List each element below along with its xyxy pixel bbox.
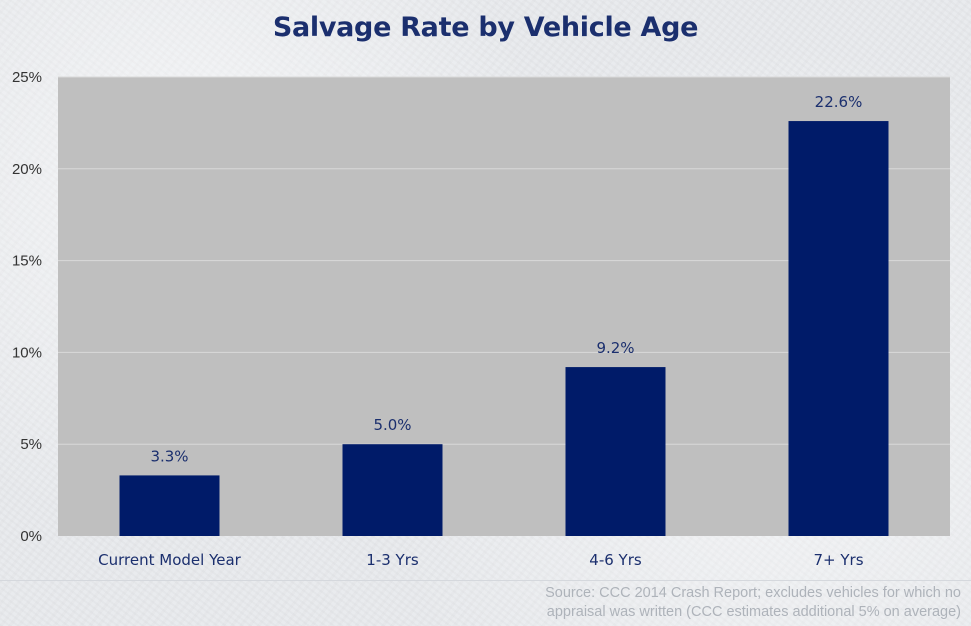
data-label: 5.0% (373, 416, 411, 434)
bar (565, 367, 666, 536)
bars (119, 121, 889, 537)
y-tick-label: 20% (12, 161, 42, 178)
x-category-label: 1-3 Yrs (366, 551, 419, 569)
y-tick-label: 5% (20, 436, 42, 453)
footer-divider (0, 580, 971, 581)
y-tick-label: 25% (12, 69, 42, 86)
source-note-line-2: appraisal was written (CCC estimates add… (546, 604, 961, 620)
x-category-label: 4-6 Yrs (589, 551, 642, 569)
bar (342, 444, 443, 536)
y-tick-label: 10% (12, 344, 42, 361)
y-axis-ticks: 0% 5% 10% 15% 20% 25% (12, 69, 42, 545)
bar (119, 475, 220, 536)
data-label: 22.6% (815, 93, 863, 111)
x-category-label: 7+ Yrs (813, 551, 863, 569)
x-axis-categories: Current Model Year 1-3 Yrs 4-6 Yrs 7+ Yrs (98, 551, 864, 569)
source-note: Source: CCC 2014 Crash Report; excludes … (501, 584, 961, 622)
y-tick-label: 15% (12, 253, 42, 270)
y-tick-label: 0% (20, 528, 42, 545)
chart-title: Salvage Rate by Vehicle Age (272, 12, 699, 43)
data-label: 9.2% (596, 339, 634, 357)
x-category-label: Current Model Year (98, 551, 242, 569)
source-note-line-1: Source: CCC 2014 Crash Report; excludes … (545, 585, 961, 601)
bar (788, 121, 889, 537)
data-labels: 3.3% 5.0% 9.2% 22.6% (150, 93, 862, 465)
data-label: 3.3% (150, 447, 188, 465)
